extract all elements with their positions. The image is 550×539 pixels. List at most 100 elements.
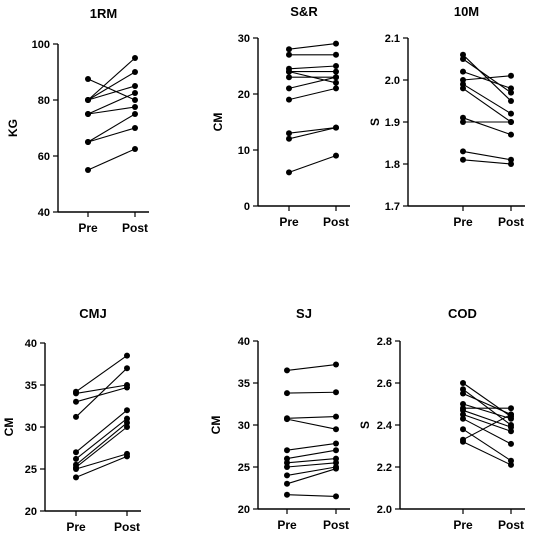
y-axis-label: CM (211, 113, 225, 132)
subject-line (286, 391, 337, 394)
subject-line (286, 466, 337, 476)
pre-point (460, 380, 466, 386)
subject-line (462, 71, 512, 89)
pre-point (286, 85, 292, 92)
pre-point (460, 51, 466, 58)
pre-point (284, 367, 290, 374)
pre-point (73, 474, 79, 481)
y-tick-label: 35 (238, 378, 250, 390)
pre-point (286, 51, 292, 58)
post-point (333, 426, 339, 433)
x-category-label: Pre (453, 215, 473, 229)
x-category-label: Post (122, 221, 148, 235)
pre-point (460, 148, 466, 155)
pre-point (460, 407, 466, 414)
subject-line (286, 363, 337, 371)
post-point (132, 104, 138, 110)
pre-point (460, 85, 466, 92)
y-axis-label: S (368, 118, 382, 126)
subject-line (286, 468, 337, 485)
subject-line (87, 85, 136, 101)
y-tick-label: 0 (244, 201, 250, 213)
subject-line (87, 113, 136, 143)
pre-point (286, 46, 292, 53)
x-category-label: Post (498, 518, 524, 532)
pre-point (460, 401, 466, 407)
pre-point (460, 81, 466, 88)
y-tick-label: 30 (238, 33, 250, 45)
post-point (333, 465, 339, 472)
post-point (508, 411, 514, 418)
y-tick-label: 2.0 (385, 75, 400, 87)
pre-point (286, 130, 292, 137)
subject-line (75, 453, 128, 470)
pre-point (460, 119, 466, 125)
post-point (508, 457, 514, 464)
panel-sj: SJ CM 20 25 30 35 40 Pre Post (209, 306, 350, 532)
subject-line (87, 78, 136, 101)
pre-point (460, 68, 466, 75)
post-point (333, 361, 339, 368)
panel-title: SJ (296, 306, 312, 321)
y-tick-label: 20 (238, 89, 250, 101)
y-tick-label: 20 (238, 504, 250, 516)
y-tick-label: 2.4 (377, 420, 393, 432)
y-tick-label: 25 (25, 464, 37, 476)
x-category-label: Pre (453, 518, 473, 532)
post-point (508, 119, 514, 125)
post-point (333, 455, 339, 462)
post-point (132, 146, 138, 152)
pre-point (73, 398, 79, 405)
post-point (333, 74, 339, 81)
post-point (132, 69, 138, 75)
subject-line (462, 409, 512, 428)
panel-title: S&R (290, 4, 318, 19)
y-tick-label: 80 (38, 95, 50, 107)
post-point (508, 424, 514, 431)
x-category-label: Pre (279, 215, 299, 229)
post-point (333, 79, 339, 86)
pre-point (460, 411, 466, 418)
post-point (508, 440, 514, 447)
post-point (132, 90, 138, 96)
post-point (333, 493, 339, 500)
pre-point (284, 464, 290, 470)
pre-point (85, 97, 91, 103)
panel-s-r: S&R CM 0 10 20 30 Pre Post (211, 4, 350, 229)
subject-line (462, 388, 512, 426)
pre-point (284, 455, 290, 462)
pre-point (286, 169, 292, 176)
subject-line (286, 458, 337, 464)
pre-point (284, 480, 290, 487)
subject-line (286, 494, 337, 497)
pre-point (460, 77, 466, 83)
subject-line (75, 455, 128, 478)
y-tick-label: 1.8 (385, 159, 400, 171)
x-category-label: Post (323, 518, 349, 532)
post-point (333, 152, 339, 159)
pre-point (460, 386, 466, 393)
post-point (508, 156, 514, 163)
subject-line (462, 418, 512, 445)
y-tick-label: 30 (238, 420, 250, 432)
post-point (508, 415, 514, 422)
pre-point (460, 426, 466, 433)
panel-cod: COD S 2.0 2.2 2.4 2.6 2.8 Pre Post (358, 306, 525, 532)
post-point (508, 110, 514, 117)
pre-point (73, 466, 79, 472)
subject-line (87, 148, 136, 171)
subject-line (462, 441, 512, 466)
subject-line (286, 462, 337, 468)
post-point (508, 98, 514, 104)
pre-point (73, 390, 79, 397)
subject-line (462, 58, 512, 94)
subject-line (462, 392, 512, 416)
y-axis-label: CM (2, 418, 16, 437)
pre-point (284, 447, 290, 454)
subject-line (75, 386, 128, 403)
subject-line (288, 43, 337, 50)
subject-line (288, 155, 337, 173)
pre-point (284, 459, 290, 466)
y-tick-label: 1.7 (385, 201, 400, 213)
